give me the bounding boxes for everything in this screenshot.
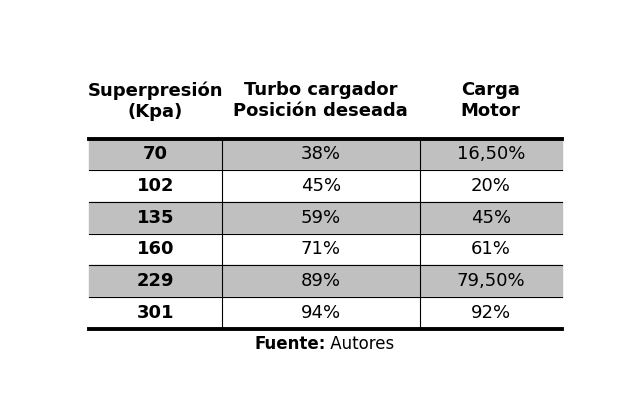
Text: 70: 70 [143,145,168,163]
Text: Superpresión
(Kpa): Superpresión (Kpa) [88,81,223,120]
Text: 92%: 92% [471,304,511,322]
Text: 229: 229 [137,272,174,290]
Bar [89,139,562,170]
Text: Carga
Motor: Carga Motor [461,82,521,120]
Text: 61%: 61% [471,240,511,258]
Text: 94%: 94% [300,304,341,322]
Text: 89%: 89% [301,272,341,290]
Text: 16,50%: 16,50% [457,145,525,163]
Bar [89,297,562,329]
Text: Fuente:: Fuente: [254,335,325,353]
Text: 45%: 45% [300,177,341,195]
Text: 102: 102 [137,177,174,195]
Text: 38%: 38% [301,145,341,163]
Text: 135: 135 [137,209,174,227]
Bar [89,265,562,297]
Text: 59%: 59% [300,209,341,227]
Text: 71%: 71% [301,240,341,258]
Bar [89,170,562,202]
Text: 79,50%: 79,50% [457,272,525,290]
Bar [89,234,562,265]
Text: 45%: 45% [471,209,511,227]
Text: 301: 301 [137,304,174,322]
Bar [89,202,562,234]
Text: Autores: Autores [325,335,395,353]
Text: 160: 160 [137,240,174,258]
Text: Turbo cargador
Posición deseada: Turbo cargador Posición deseada [233,82,408,120]
Text: 20%: 20% [471,177,511,195]
